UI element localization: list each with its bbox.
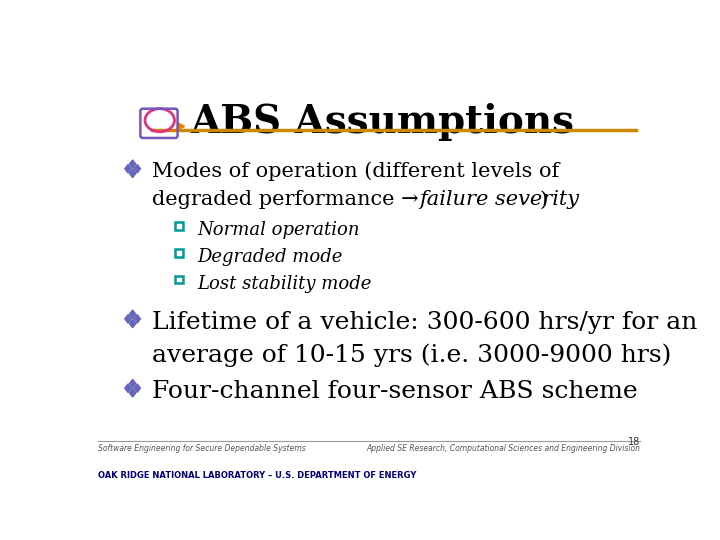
Text: Degraded mode: Degraded mode — [197, 248, 342, 266]
Polygon shape — [130, 160, 136, 168]
Text: Applied SE Research, Computational Sciences and Engineering Division: Applied SE Research, Computational Scien… — [366, 444, 640, 453]
Polygon shape — [134, 384, 140, 393]
Polygon shape — [134, 315, 140, 323]
Text: Software Engineering for Secure Dependable Systems: Software Engineering for Secure Dependab… — [98, 444, 305, 453]
Polygon shape — [125, 165, 131, 173]
Text: Modes of operation (different levels of: Modes of operation (different levels of — [152, 161, 559, 181]
FancyBboxPatch shape — [175, 276, 183, 284]
Text: Lifetime of a vehicle: 300-600 hrs/yr for an: Lifetime of a vehicle: 300-600 hrs/yr fo… — [152, 311, 698, 334]
Polygon shape — [130, 169, 136, 178]
Text: ): ) — [539, 190, 547, 210]
Text: degraded performance →: degraded performance → — [152, 190, 426, 210]
Text: Four-channel four-sensor ABS scheme: Four-channel four-sensor ABS scheme — [152, 381, 638, 403]
Polygon shape — [130, 319, 136, 328]
Text: average of 10-15 yrs (i.e. 3000-9000 hrs): average of 10-15 yrs (i.e. 3000-9000 hrs… — [152, 343, 671, 367]
Text: ABS Assumptions: ABS Assumptions — [191, 103, 575, 141]
Polygon shape — [130, 379, 136, 388]
Polygon shape — [130, 389, 136, 397]
FancyBboxPatch shape — [175, 249, 183, 256]
FancyBboxPatch shape — [175, 222, 183, 230]
Polygon shape — [125, 384, 131, 393]
Polygon shape — [125, 315, 131, 323]
Polygon shape — [134, 165, 140, 173]
Polygon shape — [130, 310, 136, 319]
Text: Normal operation: Normal operation — [197, 221, 359, 239]
Text: OAK RIDGE NATIONAL LABORATORY – U.S. DEPARTMENT OF ENERGY: OAK RIDGE NATIONAL LABORATORY – U.S. DEP… — [98, 471, 416, 481]
Text: 18: 18 — [628, 437, 640, 447]
Text: failure severity: failure severity — [420, 190, 580, 210]
Text: Lost stability mode: Lost stability mode — [197, 275, 372, 293]
